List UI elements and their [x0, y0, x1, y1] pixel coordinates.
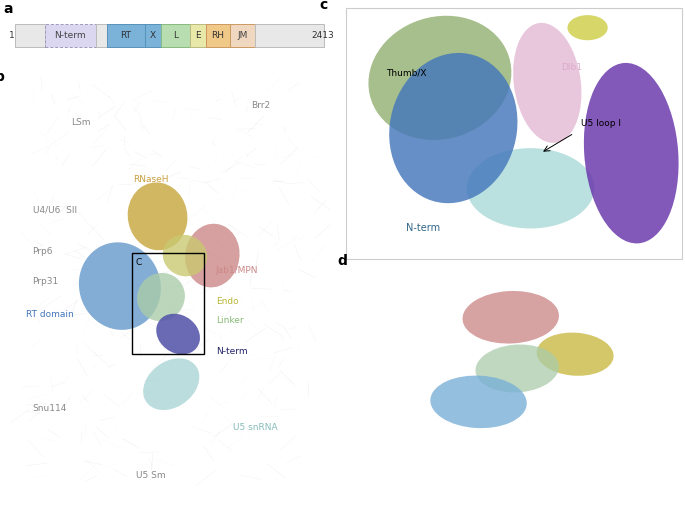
Text: X: X: [150, 31, 156, 40]
Ellipse shape: [584, 63, 679, 243]
FancyBboxPatch shape: [206, 24, 229, 47]
Text: LSm: LSm: [71, 118, 90, 127]
Ellipse shape: [369, 16, 512, 140]
Text: N-term: N-term: [406, 224, 440, 233]
FancyBboxPatch shape: [145, 24, 161, 47]
Text: Linker: Linker: [216, 316, 243, 325]
Ellipse shape: [466, 148, 595, 229]
Text: b: b: [0, 70, 5, 84]
Text: L: L: [173, 31, 178, 40]
Text: RH: RH: [212, 31, 225, 40]
Text: JM: JM: [238, 31, 248, 40]
Text: a: a: [3, 2, 13, 16]
Text: C: C: [135, 259, 142, 268]
FancyBboxPatch shape: [229, 24, 256, 47]
Text: Brr2: Brr2: [251, 101, 270, 110]
Ellipse shape: [127, 183, 188, 250]
Text: Prp6: Prp6: [33, 247, 53, 256]
FancyBboxPatch shape: [256, 24, 325, 47]
Text: U5 snRNA: U5 snRNA: [233, 423, 277, 432]
Text: Thumb/X: Thumb/X: [386, 68, 427, 78]
Ellipse shape: [79, 242, 161, 330]
FancyBboxPatch shape: [107, 24, 145, 47]
Text: RT domain: RT domain: [26, 310, 73, 319]
Ellipse shape: [462, 291, 559, 344]
Text: c: c: [319, 0, 327, 12]
Bar: [132, 254, 204, 354]
Ellipse shape: [156, 314, 200, 354]
FancyBboxPatch shape: [161, 24, 190, 47]
Ellipse shape: [163, 235, 207, 276]
Text: U4/U6  SII: U4/U6 SII: [33, 205, 77, 214]
Text: RT: RT: [121, 31, 132, 40]
Ellipse shape: [430, 376, 527, 428]
Ellipse shape: [137, 273, 185, 321]
FancyBboxPatch shape: [15, 24, 45, 47]
Text: Jab1/MPN: Jab1/MPN: [216, 266, 258, 275]
Ellipse shape: [536, 333, 614, 376]
Ellipse shape: [185, 224, 240, 287]
Text: RNaseH: RNaseH: [133, 175, 169, 184]
FancyBboxPatch shape: [190, 24, 206, 47]
Text: 2413: 2413: [311, 31, 334, 40]
FancyBboxPatch shape: [96, 24, 107, 47]
Ellipse shape: [475, 344, 559, 392]
Text: Dlb1: Dlb1: [561, 63, 582, 73]
Text: Endo: Endo: [216, 297, 238, 306]
FancyBboxPatch shape: [45, 24, 96, 47]
Text: E: E: [195, 31, 201, 40]
Text: N-term: N-term: [54, 31, 86, 40]
Ellipse shape: [567, 15, 608, 40]
Text: d: d: [337, 254, 347, 268]
Ellipse shape: [143, 358, 199, 410]
Ellipse shape: [389, 53, 517, 203]
Text: Prp31: Prp31: [33, 277, 59, 286]
Text: U5 Sm: U5 Sm: [136, 472, 166, 480]
Text: 1: 1: [8, 31, 14, 40]
Text: N-term: N-term: [216, 347, 247, 356]
Ellipse shape: [513, 23, 582, 143]
Text: Snu114: Snu114: [33, 404, 67, 413]
Text: U5 loop I: U5 loop I: [581, 119, 621, 128]
